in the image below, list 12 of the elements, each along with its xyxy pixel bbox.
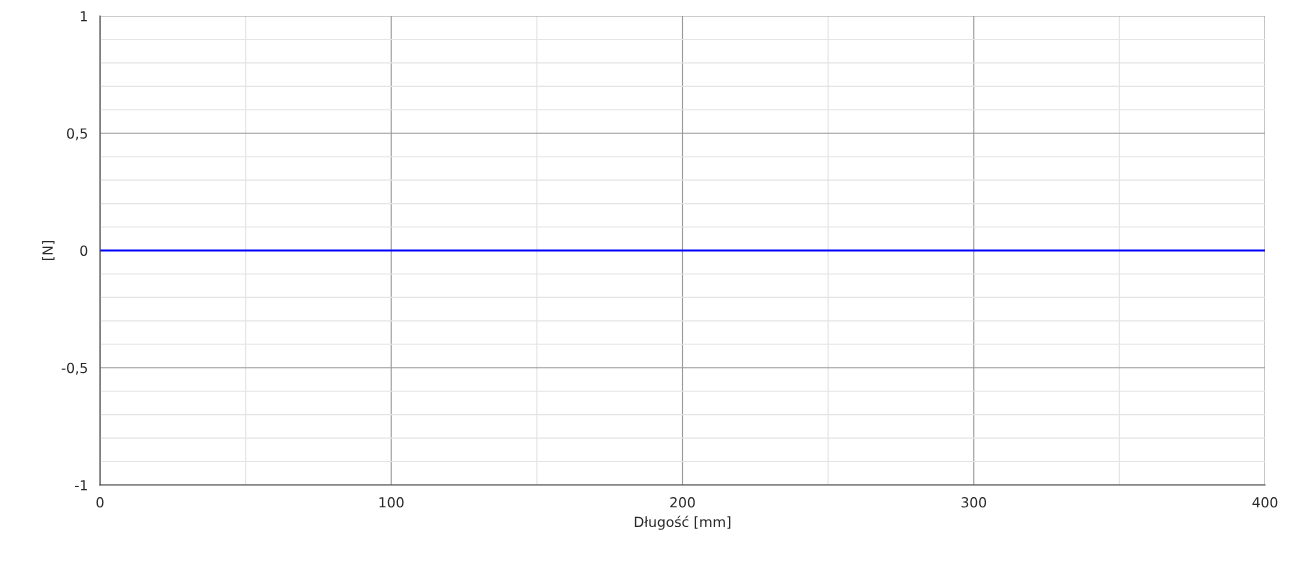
y-tick-label: 1 (80, 11, 87, 22)
y-axis-title: [N] (42, 241, 55, 260)
y-tick-label: -1 (75, 480, 87, 491)
x-axis-title: Długość [mm] (634, 515, 731, 530)
x-tick-label: 100 (379, 497, 404, 508)
x-tick-label: 200 (670, 497, 695, 508)
x-tick-label: 300 (961, 497, 987, 508)
y-tick-label: -0,5 (61, 362, 87, 375)
y-tick-label: 0 (80, 245, 88, 256)
x-tick-label: 0 (96, 497, 104, 508)
x-tick-label: 400 (1252, 497, 1278, 508)
y-tick-label: 0,5 (67, 128, 87, 141)
